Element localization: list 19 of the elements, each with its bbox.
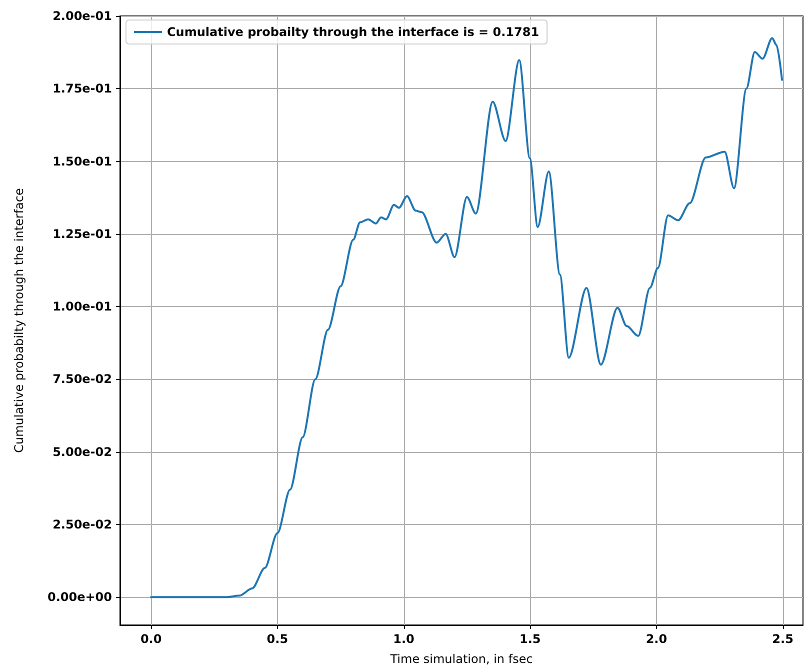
legend-label: Cumulative probailty through the interface is = 0.1781 [167, 25, 540, 39]
line-series [150, 37, 784, 598]
x-tick-label: 2.0 [646, 632, 668, 646]
x-tick-label: 1.0 [393, 632, 414, 646]
x-tick-label: 1.5 [519, 632, 541, 646]
x-tick-label: 0.0 [140, 632, 162, 646]
x-axis-title: Time simulation, in fsec [389, 652, 533, 666]
y-tick-label: 2.50e-02 [52, 517, 112, 532]
x-tick-label: 2.5 [772, 632, 794, 646]
y-tick-label: 2.00e-01 [52, 9, 112, 23]
y-tick-label: 1.50e-01 [52, 154, 112, 168]
y-tick-label: 7.50e-02 [52, 372, 112, 386]
y-tick-label: 1.00e-01 [52, 300, 112, 314]
y-tick-label: 0.00e+00 [48, 590, 112, 604]
y-tick-label: 1.25e-01 [52, 226, 112, 241]
y-axis-title: Cumulative probabilty through the interface [12, 188, 26, 453]
x-tick-label: 0.5 [266, 632, 288, 646]
y-tick-label: 5.00e-02 [52, 444, 112, 459]
y-tick-label: 1.75e-01 [52, 82, 112, 96]
